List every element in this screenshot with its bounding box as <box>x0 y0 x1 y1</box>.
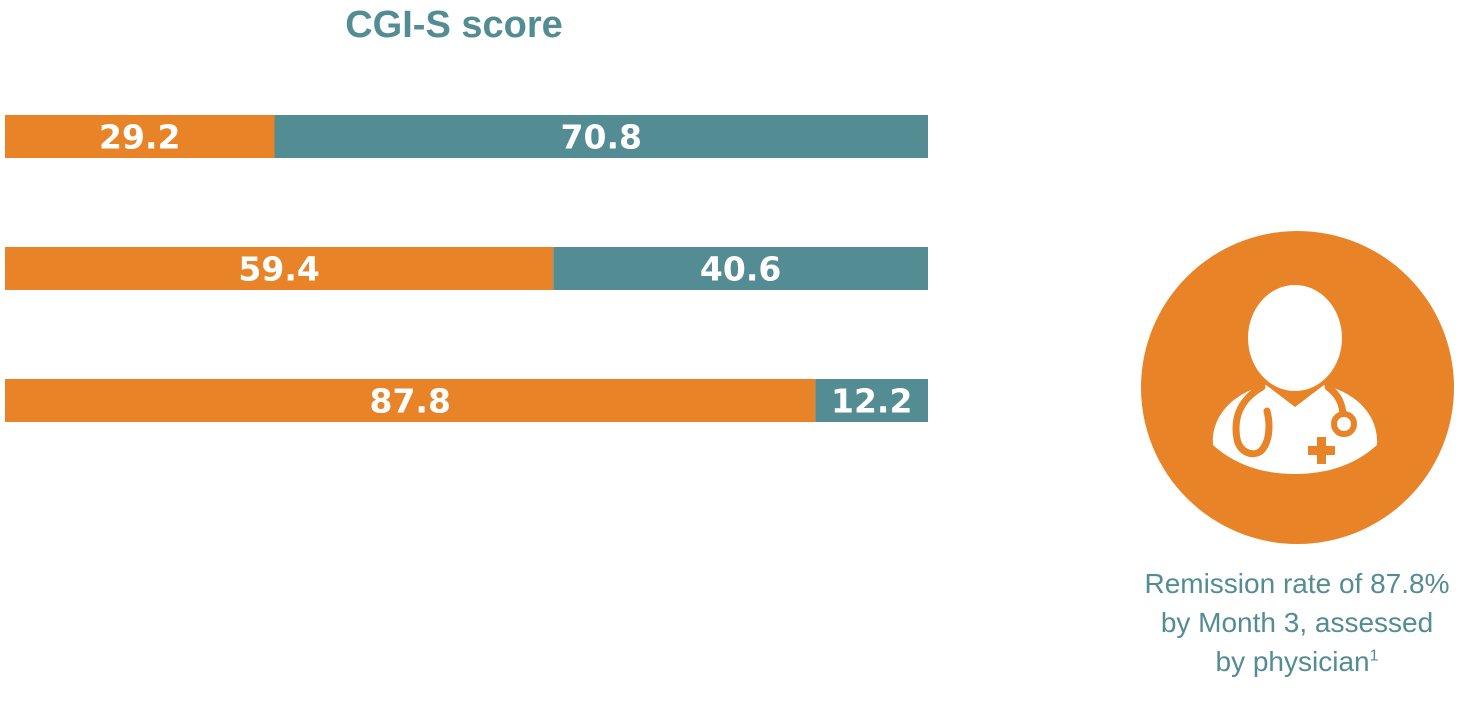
chart-title: CGI-S score <box>345 4 563 46</box>
stethoscope-tube <box>1232 383 1273 458</box>
bar-label-row2-series1: 59.4 <box>238 250 319 289</box>
bar-segment-row1-series1 <box>5 115 275 158</box>
callout-line-2: by Month 3, assessed <box>1160 607 1434 638</box>
bar-label-row3-series1: 87.8 <box>369 382 450 421</box>
bar-segment-row2-series2 <box>553 247 928 290</box>
bar-segment-row2-series1 <box>5 247 554 290</box>
bar-segment-row1-series2 <box>274 115 928 158</box>
callout-line-3-text: by physician <box>1215 646 1370 677</box>
doctor-icon <box>1141 231 1454 544</box>
stethoscope-chestpiece <box>1331 411 1357 437</box>
bar-label-row1-series2: 70.8 <box>561 118 642 157</box>
bar-segment-row3-series2 <box>815 379 928 422</box>
stacked-bar-chart: 29.2 70.8 59.4 40.6 87.8 12.2 <box>5 115 928 422</box>
head-shape <box>1248 285 1342 391</box>
bar-segment-row3-series1 <box>5 379 816 422</box>
bar-label-row3-series2: 12.2 <box>831 382 912 421</box>
footnote-mark: 1 <box>1369 647 1379 665</box>
callout-line-3: by physician1 <box>1122 642 1463 681</box>
bar-label-row1-series1: 29.2 <box>99 118 180 157</box>
remission-callout: Remission rate of 87.8% by Month 3, asse… <box>1122 564 1463 681</box>
cross-horizontal <box>1308 446 1335 455</box>
callout-line-1: Remission rate of 87.8% <box>1144 568 1450 599</box>
bar-label-row2-series2: 40.6 <box>700 250 781 289</box>
